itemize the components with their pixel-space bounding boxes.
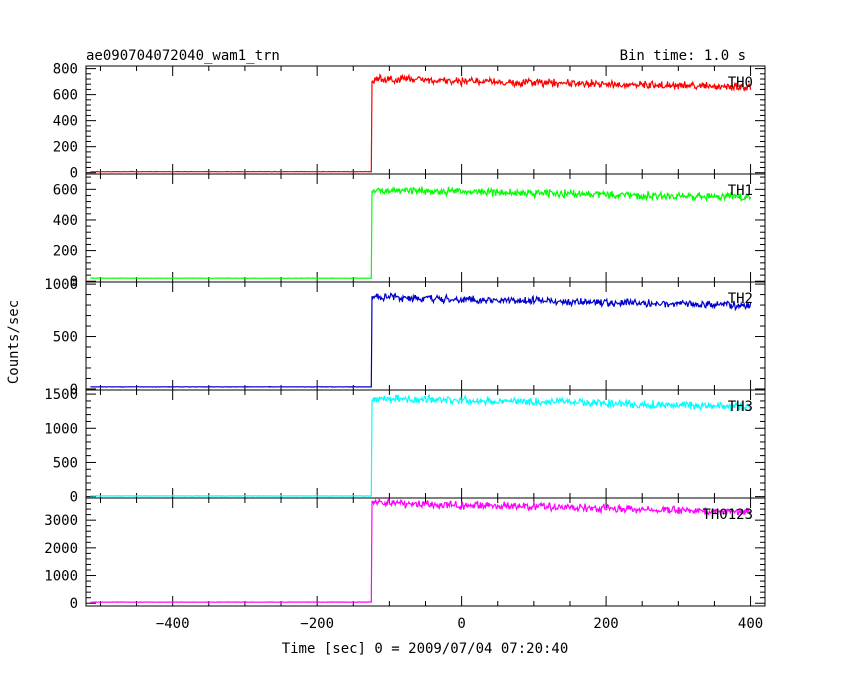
x-axis-label: Time [sec] 0 = 2009/07/04 07:20:40 [282,641,569,657]
y-tick-label: 500 [53,330,78,346]
y-tick-label: 1000 [44,421,78,437]
x-tick-label: 200 [593,616,618,632]
series-label: TH0123 [702,507,753,523]
y-axis-label: Counts/sec [6,300,22,384]
panel-th0: 0 200 400 600 800 TH0 [53,62,766,182]
y-tick-label: 400 [53,213,78,229]
chart-title: ae090704072040_wam1_trn [86,48,280,64]
x-tick-label: −400 [156,616,190,632]
series-line-th0123 [90,496,752,604]
panel-frame [85,281,766,391]
series-line-th0 [90,73,752,173]
y-tick-label: 1000 [44,277,78,293]
y-tick-label: 800 [53,62,78,78]
panel-frame [85,389,766,499]
series-label: TH1 [728,183,753,199]
y-tick-label: 1000 [44,569,78,585]
y-tick-label: 0 [70,166,78,182]
panel-frame [85,65,766,175]
y-tick-label: 200 [53,244,78,260]
x-tick-label: 400 [738,616,763,632]
series-label: TH3 [728,399,753,415]
series-label: TH2 [728,291,753,307]
y-tick-label: 600 [53,182,78,198]
x-tick-label: −200 [300,616,334,632]
y-tick-label: 400 [53,114,78,130]
panel-th3: 0 500 1000 1500 TH3 [44,387,766,506]
panel-th1: 0 200 400 600 TH1 [53,173,766,290]
y-tick-label: 200 [53,140,78,156]
y-tick-label: 600 [53,88,78,104]
y-tick-label: 500 [53,455,78,471]
series-line-th1 [90,185,752,280]
y-tick-label: 3000 [44,513,78,529]
y-tick-label: 1500 [44,387,78,403]
series-line-th3 [90,393,751,497]
panel-frame [85,497,766,607]
y-tick-label: 0 [70,274,78,290]
series-line-th2 [90,292,752,388]
x-axis-ticks: −400 −200 0 200 400 [156,616,763,632]
y-tick-label: 0 [70,596,78,612]
y-tick-label: 0 [70,490,78,506]
panels: 0 200 400 600 800 TH0 0 200 400 600 TH1 0 500 1000 TH2… [44,62,766,612]
y-tick-label: 0 [70,382,78,398]
chart-subtitle: Bin time: 1.0 s [620,48,746,64]
panel-th0123: 0 1000 2000 3000 TH0123 [44,496,766,612]
y-tick-label: 2000 [44,541,78,557]
series-label: TH0 [728,75,753,91]
panel-frame [85,173,766,283]
panel-th2: 0 500 1000 TH2 [44,277,766,398]
x-tick-label: 0 [457,616,465,632]
